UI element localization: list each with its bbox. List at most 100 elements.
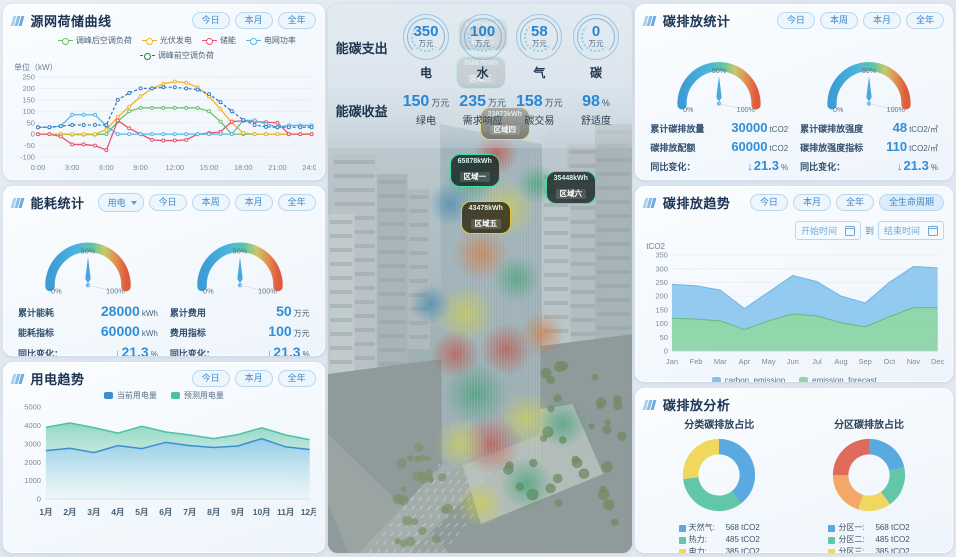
donut-charts: 分类碳排放占比 天然气: 568 tCO2 热力: 485 tCO2 电力: 385 tC… bbox=[644, 416, 944, 553]
gauge-row: 累计碳排放量 30000 tCO2 bbox=[650, 119, 788, 138]
legend-item[interactable]: 电网功率 bbox=[246, 35, 296, 46]
zone-name-wrap: 区域一 bbox=[458, 166, 492, 184]
panel-title: 用电趋势 bbox=[31, 369, 85, 388]
legend-item[interactable]: 调峰前空调负荷 bbox=[140, 50, 214, 61]
svg-text:3月: 3月 bbox=[87, 507, 100, 517]
svg-text:5月: 5月 bbox=[135, 507, 148, 517]
dashboard-root: 源网荷储曲线 今日 本月 全年 调峰后空调负荷 光伏发电 储能 电网功率 调峰前… bbox=[0, 0, 956, 557]
zone-heat-label[interactable]: 65878kWh 区域一 bbox=[450, 154, 500, 187]
zone-name: 区域五 bbox=[471, 219, 502, 229]
metric-name: 绿电 bbox=[416, 112, 436, 127]
zone-heat-label[interactable]: 35448kWh 区域六 bbox=[546, 171, 596, 204]
start-date-input[interactable]: 开始时间 bbox=[795, 221, 861, 240]
btn-year[interactable]: 全年 bbox=[836, 194, 874, 211]
row-unit: % bbox=[781, 162, 788, 174]
btn-today[interactable]: 今日 bbox=[777, 12, 815, 29]
legend-item[interactable]: 分区二: 485 tCO2 bbox=[828, 534, 909, 546]
gauge-values: 累计碳排放强度 48 tCO2/㎡ 碳排放强度指标 110 tCO2/㎡ 同比变化： ↓ 2… bbox=[794, 119, 944, 176]
metric-carbon[interactable]: 0 万元 碳 bbox=[568, 14, 625, 81]
btn-today[interactable]: 今日 bbox=[192, 370, 230, 387]
svg-text:50%: 50% bbox=[232, 247, 247, 256]
metric-demand-response[interactable]: 235 万元 需求响应 bbox=[454, 93, 511, 127]
legend-item[interactable]: 热力: 485 tCO2 bbox=[679, 534, 760, 546]
zone-name: 区域一 bbox=[460, 172, 491, 182]
gauge-row: 50% 0% 100% 累计能耗 28000 kWh 能耗指标 60000 kWh 同比变化… bbox=[12, 224, 316, 356]
metric-value: 0 bbox=[592, 24, 600, 39]
svg-text:3000: 3000 bbox=[24, 439, 41, 448]
end-date-input[interactable]: 结束时间 bbox=[878, 221, 944, 240]
gauge-row: 同比变化： ↓ 21.3% bbox=[170, 342, 310, 356]
gauge-dial: 50% 0% 100% bbox=[652, 44, 786, 118]
panel-building-3d-view[interactable]: 63573kWh区域二35887kWh区域三23873kWh区域四65878kW… bbox=[328, 4, 633, 553]
legend-item[interactable]: 调峰后空调负荷 bbox=[58, 35, 132, 46]
row-unit: % bbox=[931, 162, 938, 174]
btn-year[interactable]: 全年 bbox=[278, 194, 316, 211]
legend-item[interactable]: 储能 bbox=[202, 35, 236, 46]
panel-title: 碳排放统计 bbox=[663, 11, 731, 30]
svg-text:0: 0 bbox=[37, 495, 41, 504]
metric-gas[interactable]: 58 万元 气 bbox=[511, 14, 568, 81]
metric-carbon-trading[interactable]: 158 万元 碳交易 bbox=[511, 93, 568, 127]
metric-electricity[interactable]: 350 万元 电 bbox=[398, 14, 455, 81]
ring-gauge: 58 万元 bbox=[516, 14, 562, 60]
btn-month[interactable]: 本月 bbox=[235, 194, 273, 211]
calendar-icon[interactable] bbox=[845, 226, 855, 236]
btn-lifecycle[interactable]: 全生命周期 bbox=[879, 194, 944, 211]
chart-legend: carbon_emission emission_forecast bbox=[644, 376, 944, 382]
building-3d-scene[interactable]: 63573kWh区域二35887kWh区域三23873kWh区域四65878kW… bbox=[328, 4, 633, 553]
donut-legend: 分区一:568 tCO2分区二:485 tCO2分区三:385 tCO2分区四:… bbox=[794, 522, 944, 553]
row-unit: 万元 bbox=[294, 308, 310, 320]
btn-week[interactable]: 本周 bbox=[820, 12, 858, 29]
legend-item[interactable]: 当前用电量 bbox=[104, 390, 157, 401]
btn-month[interactable]: 本月 bbox=[235, 12, 273, 29]
btn-year[interactable]: 全年 bbox=[906, 12, 944, 29]
btn-week[interactable]: 本周 bbox=[192, 194, 230, 211]
y-axis-unit-label: 单位（kW） bbox=[14, 62, 316, 73]
btn-year[interactable]: 全年 bbox=[278, 370, 316, 387]
legend-item[interactable]: 天然气: 568 tCO2 bbox=[679, 522, 760, 534]
y-axis-unit-label: tCO2 bbox=[646, 242, 944, 251]
legend-item[interactable]: 电力: 385 tCO2 bbox=[679, 546, 760, 553]
btn-today[interactable]: 今日 bbox=[149, 194, 187, 211]
legend-item[interactable]: emission_forecast bbox=[799, 376, 876, 382]
zone-heat-label[interactable]: 43478kWh 区域五 bbox=[461, 201, 511, 234]
metric-value: 98 bbox=[582, 93, 600, 110]
legend-item[interactable]: 预测用电量 bbox=[171, 390, 224, 401]
metric-water[interactable]: 100 万元 水 bbox=[454, 14, 511, 81]
legend-label: 预测用电量 bbox=[184, 390, 224, 401]
chevron-down-icon bbox=[131, 201, 137, 205]
svg-text:4000: 4000 bbox=[24, 421, 41, 430]
row-value: 21.3 bbox=[904, 157, 929, 176]
btn-year[interactable]: 全年 bbox=[278, 12, 316, 29]
btn-today[interactable]: 今日 bbox=[750, 194, 788, 211]
metric-unit: 万元 bbox=[589, 39, 604, 50]
metric-green-power[interactable]: 150 万元 绿电 bbox=[398, 93, 455, 127]
svg-text:300: 300 bbox=[656, 264, 668, 273]
btn-month[interactable]: 本月 bbox=[863, 12, 901, 29]
row-value: 28000 bbox=[101, 301, 140, 321]
energy-type-select[interactable]: 用电 bbox=[98, 193, 144, 212]
legend-item[interactable]: 分区一: 568 tCO2 bbox=[828, 522, 909, 534]
btn-month[interactable]: 本月 bbox=[235, 370, 273, 387]
panel-header: 能耗统计 用电 今日 本周 本月 全年 bbox=[12, 193, 316, 212]
zone-name-wrap: 区域五 bbox=[469, 213, 503, 231]
btn-month[interactable]: 本月 bbox=[793, 194, 831, 211]
legend-swatch bbox=[828, 549, 835, 554]
svg-text:350: 350 bbox=[656, 251, 668, 260]
trend-down-icon: ↓ bbox=[747, 160, 753, 176]
legend-item[interactable]: 分区三: 385 tCO2 bbox=[828, 546, 909, 553]
gauge-dial: 50% 0% 100% bbox=[19, 224, 157, 300]
legend-label: 分区二: bbox=[838, 534, 872, 546]
svg-text:0%: 0% bbox=[683, 105, 694, 114]
panel-header: 碳排放统计 今日 本周 本月 全年 bbox=[644, 11, 944, 30]
legend-item[interactable]: 光伏发电 bbox=[142, 35, 192, 46]
calendar-icon[interactable] bbox=[928, 226, 938, 236]
metric-value: 350 bbox=[413, 24, 438, 39]
btn-today[interactable]: 今日 bbox=[192, 12, 230, 29]
gauge-dial: 50% 0% 100% bbox=[802, 44, 936, 118]
metric-comfort[interactable]: 98% 舒适度 bbox=[568, 93, 625, 127]
left-column: 源网荷储曲线 今日 本月 全年 调峰后空调负荷 光伏发电 储能 电网功率 调峰前… bbox=[3, 4, 325, 553]
gauge-row: 同比变化： ↓ 21.3% bbox=[650, 157, 788, 176]
legend-item[interactable]: carbon_emission bbox=[712, 376, 785, 382]
donut-by-zone: 分区碳排放占比 分区一: 568 tCO2 分区二: 485 tCO2 分区三: 385 … bbox=[794, 416, 944, 553]
